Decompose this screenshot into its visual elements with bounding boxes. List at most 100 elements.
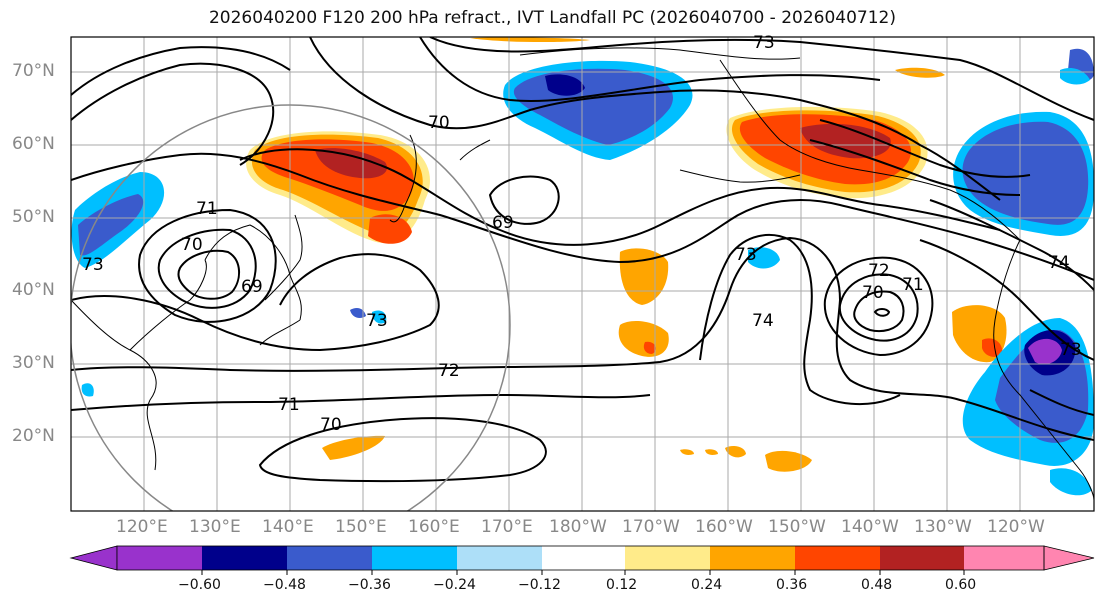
coast-aleutians bbox=[679, 169, 801, 183]
lat-label-40n: 40°N bbox=[12, 280, 55, 300]
colorbar-tick-label: −0.36 bbox=[348, 577, 391, 593]
contour-low-inner bbox=[177, 249, 240, 300]
lon-label: 180°W bbox=[549, 517, 607, 537]
coast-japan bbox=[259, 214, 303, 346]
colorbar-tick-label: −0.24 bbox=[433, 577, 476, 593]
coast-kamchatka bbox=[389, 134, 417, 223]
colorbar-tick-label: −0.60 bbox=[178, 577, 221, 593]
shade-hawaii-2 bbox=[725, 446, 746, 458]
contour-hi-outer bbox=[823, 256, 934, 357]
coast-alaska bbox=[719, 59, 1021, 241]
gridlines bbox=[71, 37, 1094, 511]
contour-label: 70 bbox=[862, 283, 884, 303]
colorbar-bin bbox=[202, 546, 287, 570]
shade-hawaii-1 bbox=[765, 450, 812, 472]
ivt-shading bbox=[71, 37, 1094, 496]
colorbar-bin bbox=[795, 546, 880, 570]
colorbar-bin bbox=[710, 546, 795, 570]
shade-arctic-warm bbox=[895, 67, 945, 78]
shade-okhotsk-core bbox=[315, 148, 388, 179]
shade-canada-inner bbox=[962, 121, 1089, 225]
shade-tropic-1 bbox=[322, 435, 385, 460]
colorbar-bin bbox=[372, 546, 457, 570]
lon-label: 120°E bbox=[116, 517, 168, 537]
map-title: 2026040200 F120 200 hPa refract., IVT La… bbox=[208, 8, 896, 28]
contour-69-band bbox=[239, 148, 1001, 246]
contour-70-north bbox=[309, 37, 1001, 201]
contour-na-73 bbox=[929, 199, 1094, 291]
shade-cpac-2 bbox=[618, 321, 669, 357]
colorbar-tick-label: 0.24 bbox=[691, 577, 723, 593]
colorbar-bin bbox=[880, 546, 964, 570]
contour-label: 71 bbox=[196, 199, 218, 219]
lon-label: 140°W bbox=[841, 517, 899, 537]
shade-okhotsk-tail bbox=[368, 214, 412, 244]
lon-label: 140°E bbox=[262, 517, 314, 537]
colorbar-tick-label: −0.12 bbox=[518, 577, 561, 593]
lon-label: 130°W bbox=[914, 517, 972, 537]
contour-label: 74 bbox=[1048, 253, 1070, 273]
coast-asia bbox=[71, 224, 302, 471]
lat-label-50n: 50°N bbox=[12, 207, 55, 227]
colorbar bbox=[69, 545, 1095, 575]
lon-label: 170°E bbox=[481, 517, 533, 537]
contour-label: 71 bbox=[902, 275, 924, 295]
shade-baja-light bbox=[1050, 468, 1092, 496]
shade-tropic-3 bbox=[705, 449, 718, 455]
contour-label: 72 bbox=[438, 361, 460, 381]
shade-topmid-warm bbox=[470, 37, 590, 43]
lat-label-70n: 70°N bbox=[12, 61, 55, 81]
contour-73-north bbox=[429, 37, 1094, 121]
contour-70-south bbox=[258, 417, 547, 483]
lon-label: 160°W bbox=[695, 517, 753, 537]
colorbar-tick-label: 0.48 bbox=[861, 577, 893, 593]
colorbar-tick-label: 0.60 bbox=[945, 577, 977, 593]
contour-nw-2 bbox=[71, 46, 291, 96]
contour-na-74 bbox=[1029, 389, 1094, 416]
contour-label: 74 bbox=[752, 311, 774, 331]
contour-73-mid bbox=[71, 253, 440, 352]
lon-label: 120°W bbox=[987, 517, 1045, 537]
contour-ak-2 bbox=[809, 139, 1021, 196]
contour-closed-69 bbox=[488, 175, 560, 225]
contour-nw-1 bbox=[71, 62, 275, 166]
contour-label: 73 bbox=[753, 33, 775, 53]
colorbar-outline bbox=[116, 545, 1045, 571]
contour-label: 69 bbox=[241, 277, 263, 297]
lat-label-20n: 20°N bbox=[12, 426, 55, 446]
shade-bering-core bbox=[545, 74, 585, 96]
lon-label: 130°E bbox=[189, 517, 241, 537]
contour-74 bbox=[699, 234, 901, 406]
contour-label: 73 bbox=[735, 245, 757, 265]
colorbar-extend-left bbox=[69, 545, 118, 571]
contour-label: 70 bbox=[320, 415, 342, 435]
lat-label-60n: 60°N bbox=[12, 134, 55, 154]
contours bbox=[71, 37, 1094, 483]
map-frame bbox=[70, 36, 1095, 512]
shade-siberia-inner bbox=[78, 194, 144, 256]
colorbar-bin bbox=[625, 546, 710, 570]
contour-label: 73 bbox=[82, 255, 104, 275]
contour-label: 70 bbox=[181, 235, 203, 255]
contour-low-mid bbox=[157, 228, 257, 309]
colorbar-extend-right bbox=[1043, 545, 1095, 571]
shade-japan-blue bbox=[372, 310, 387, 324]
contour-72 bbox=[71, 236, 1094, 441]
colorbar-bin bbox=[964, 546, 1044, 570]
contour-arctic-1 bbox=[419, 37, 881, 102]
shade-calif-warm-inner bbox=[982, 338, 1003, 357]
lon-label: 150°E bbox=[335, 517, 387, 537]
contour-label: 71 bbox=[278, 395, 300, 415]
contour-hi-inner bbox=[853, 290, 905, 333]
contour-hi-core bbox=[873, 308, 891, 317]
contour-label: 73 bbox=[1060, 340, 1082, 360]
shade-ph-blue bbox=[81, 383, 94, 397]
lat-label-30n: 30°N bbox=[12, 353, 55, 373]
radius-circle bbox=[71, 104, 511, 511]
contour-label-group: 73 70 69 71 70 69 73 72 71 70 72 74 73 7… bbox=[82, 33, 1082, 435]
shade-goa-core bbox=[800, 123, 891, 159]
contour-hi-mid bbox=[838, 273, 919, 342]
colorbar-tick-label: 0.36 bbox=[776, 577, 808, 593]
contour-na-72 bbox=[919, 239, 1094, 361]
